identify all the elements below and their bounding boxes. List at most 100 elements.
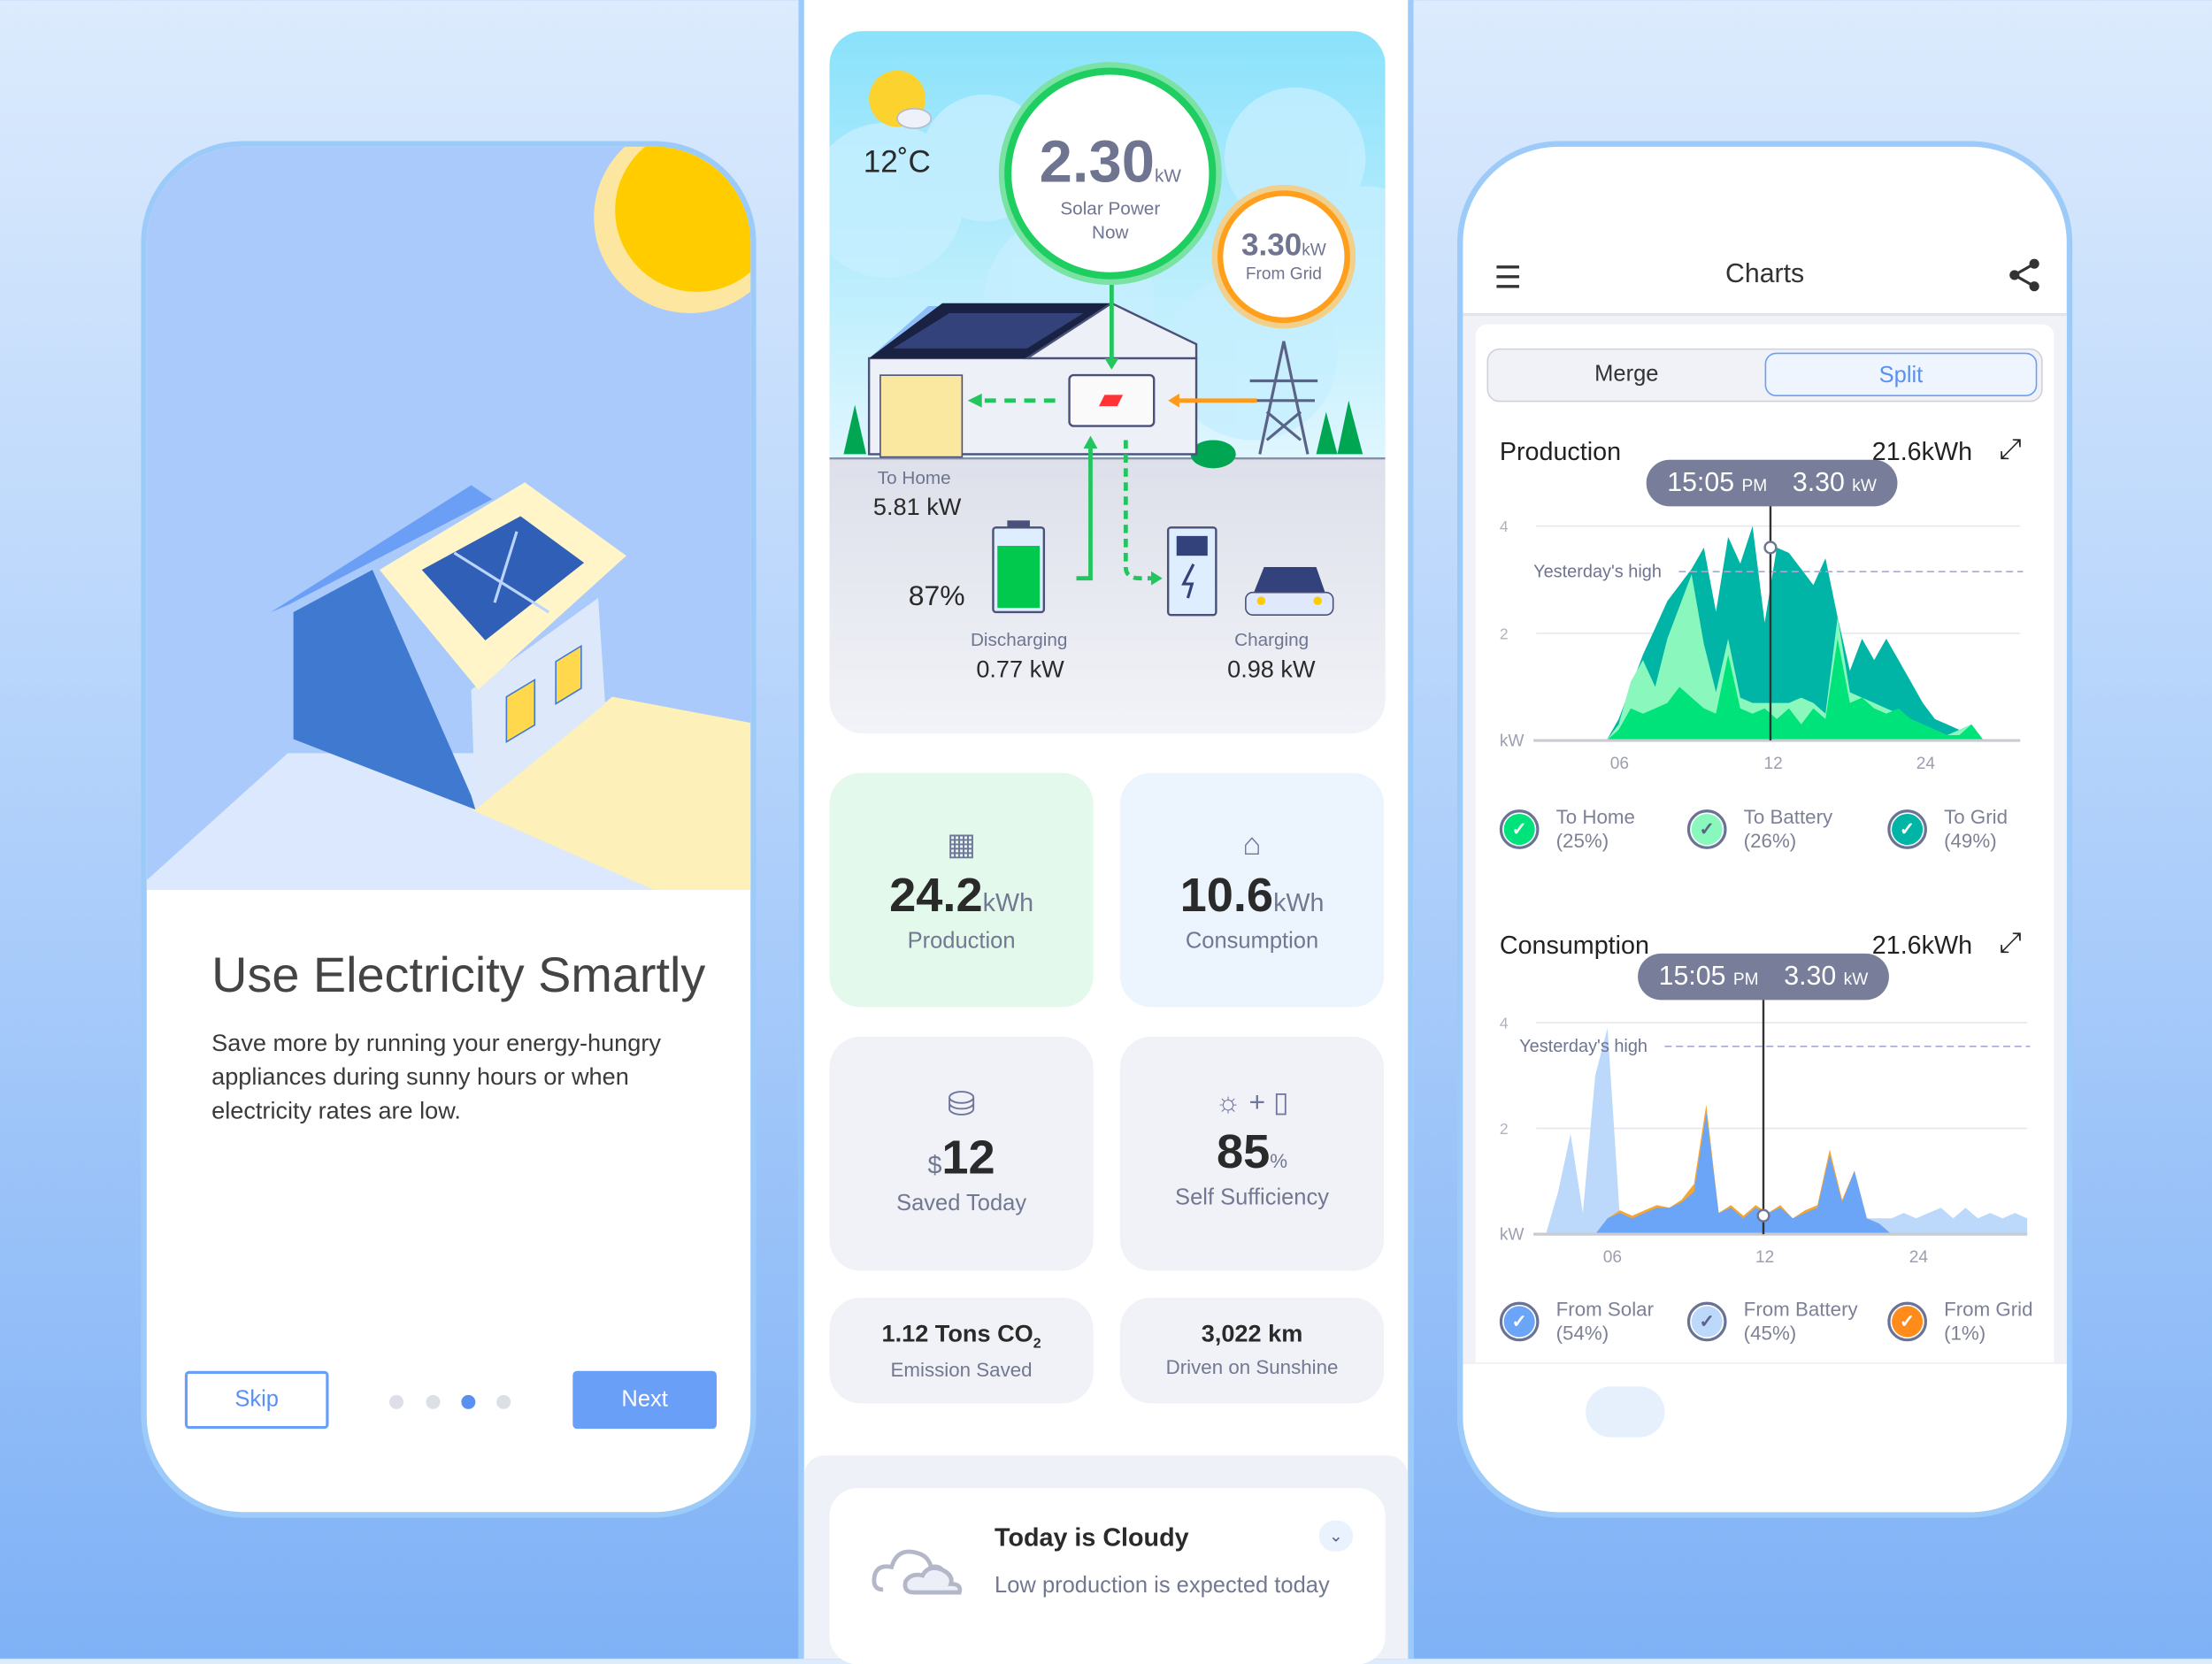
chart-total: 21.6kWh bbox=[1871, 437, 1973, 466]
consumption-unit: kWh bbox=[1273, 888, 1325, 917]
ev-status-label: Charging bbox=[1234, 629, 1310, 651]
split-option[interactable]: Split bbox=[1764, 352, 2038, 397]
grid-power-unit: kW bbox=[1302, 240, 1326, 260]
weather-card[interactable]: Today is Cloudy Low production is expect… bbox=[829, 1488, 1386, 1664]
solar-power-value: 2.30 bbox=[1039, 128, 1155, 196]
legend-checkbox[interactable]: ✓ bbox=[1887, 809, 1927, 849]
solar-power-gauge[interactable]: 2.30kW Solar Power Now bbox=[1004, 67, 1217, 280]
self-sufficiency-stat-card[interactable]: ☼ + ▯ 85% Self Sufficiency bbox=[1119, 1036, 1385, 1271]
merge-option[interactable]: Merge bbox=[1594, 362, 1659, 387]
ev-power-value: 0.98 kW bbox=[1227, 656, 1316, 683]
check-icon: ✓ bbox=[1892, 813, 1924, 846]
battery-status-label: Discharging bbox=[970, 629, 1068, 651]
bottom-nav bbox=[1463, 1362, 2067, 1513]
self-sufficiency-label: Self Sufficiency bbox=[1175, 1185, 1329, 1210]
y-tick-label: 4 bbox=[1500, 1014, 1509, 1031]
battery-percent: 87% bbox=[908, 580, 965, 612]
check-icon: ✓ bbox=[1503, 1306, 1535, 1338]
area-chart[interactable]: 4 2 kW Yesterday's high 06 12 24 bbox=[1463, 472, 2066, 902]
cursor-point bbox=[1756, 1208, 1770, 1223]
house-icon: ⌂ bbox=[1242, 826, 1262, 863]
check-icon: ✓ bbox=[1503, 813, 1535, 846]
tooltip-time: 15:05 PM bbox=[1658, 961, 1759, 992]
weather-section: Today is Cloudy Low production is expect… bbox=[803, 1455, 1409, 1664]
inverter-icon bbox=[1068, 373, 1156, 427]
page-dot[interactable] bbox=[426, 1394, 441, 1409]
page-dot[interactable] bbox=[496, 1394, 511, 1409]
legend-percent: (25%) bbox=[1555, 829, 1609, 853]
legend-percent: (49%) bbox=[1944, 829, 1997, 853]
solar-power-unit: kW bbox=[1154, 165, 1181, 187]
pylon-icon bbox=[1249, 341, 1318, 455]
solar-power-label: Solar Power Now bbox=[1060, 197, 1161, 243]
x-tick-label: 06 bbox=[1603, 1248, 1622, 1267]
chart-tooltip: 15:05 PM 3.30 kW bbox=[1646, 459, 1898, 507]
currency-symbol: $ bbox=[927, 1151, 942, 1179]
co2-card[interactable]: 1.12 Tons CO2 Emission Saved bbox=[829, 1297, 1094, 1404]
chevron-down-icon[interactable]: ⌄ bbox=[1318, 1520, 1354, 1552]
page-indicator[interactable] bbox=[389, 1394, 516, 1409]
hamburger-menu-icon[interactable]: ☰ bbox=[1494, 259, 1522, 295]
next-button[interactable]: Next bbox=[572, 1370, 717, 1430]
legend-checkbox[interactable]: ✓ bbox=[1499, 809, 1540, 849]
legend-checkbox[interactable]: ✓ bbox=[1887, 1301, 1927, 1342]
coins-icon: ⛁ bbox=[947, 1085, 976, 1124]
legend-label: From Grid bbox=[1944, 1297, 2033, 1321]
page-dot-active[interactable] bbox=[461, 1394, 476, 1409]
expand-icon[interactable]: ⤢ bbox=[1999, 434, 2022, 466]
page-dot[interactable] bbox=[389, 1394, 403, 1409]
consumption-stat-card[interactable]: ⌂ 10.6kWh Consumption bbox=[1119, 772, 1385, 1008]
y-tick-label: 2 bbox=[1500, 625, 1509, 642]
share-icon[interactable] bbox=[2008, 258, 2041, 292]
skip-button[interactable]: Skip bbox=[184, 1370, 329, 1430]
area-series-to-battery bbox=[1533, 574, 2021, 741]
grid-power-label: From Grid bbox=[1245, 264, 1322, 284]
expand-icon[interactable]: ⤢ bbox=[1999, 928, 2022, 960]
co2-value: 1.12 Tons CO bbox=[881, 1320, 1033, 1347]
grid-power-value: 3.30 bbox=[1240, 226, 1302, 263]
check-icon: ✓ bbox=[1691, 813, 1723, 846]
legend-percent: (26%) bbox=[1743, 829, 1797, 853]
onboarding-illustration bbox=[146, 146, 751, 891]
battery-power-value: 0.77 kW bbox=[976, 656, 1064, 683]
cursor-point bbox=[1763, 541, 1778, 555]
legend-label: To Grid bbox=[1944, 805, 2008, 828]
weather-body: Low production is expected today bbox=[995, 1574, 1330, 1599]
y-tick-label: 2 bbox=[1500, 1120, 1509, 1138]
production-stat-card[interactable]: ▦ 24.2kWh Production bbox=[829, 772, 1094, 1008]
savings-label: Saved Today bbox=[896, 1192, 1027, 1216]
savings-value: 12 bbox=[941, 1131, 995, 1185]
tooltip-value: 3.30 kW bbox=[1792, 467, 1877, 498]
legend-percent: (54%) bbox=[1555, 1321, 1609, 1345]
consumption-value: 10.6 bbox=[1179, 869, 1274, 923]
sun-plus-battery-icon: ☼ + ▯ bbox=[1215, 1087, 1289, 1119]
co2-label: Emission Saved bbox=[890, 1359, 1033, 1382]
legend-label: From Solar bbox=[1555, 1297, 1655, 1321]
area-chart[interactable]: 4 2 kW Yesterday's high 06 12 24 bbox=[1463, 966, 2066, 1396]
home-value: 5.81 kW bbox=[872, 494, 962, 521]
legend-checkbox[interactable]: ✓ bbox=[1686, 1301, 1727, 1342]
legend-checkbox[interactable]: ✓ bbox=[1686, 809, 1727, 849]
merge-split-toggle: Merge Split bbox=[1486, 348, 2043, 403]
self-sufficiency-unit: % bbox=[1270, 1149, 1288, 1172]
chart-title: Consumption bbox=[1499, 931, 1649, 960]
ev-charger-icon bbox=[1166, 526, 1217, 617]
x-tick-label: 12 bbox=[1755, 1248, 1774, 1267]
header-divider bbox=[1463, 312, 2067, 317]
savings-stat-card[interactable]: ⛁ $12 Saved Today bbox=[829, 1036, 1094, 1271]
grid-power-gauge[interactable]: 3.30kW From Grid bbox=[1217, 190, 1350, 324]
x-tick-label: 06 bbox=[1610, 755, 1629, 773]
battery-icon bbox=[992, 520, 1046, 614]
distance-value: 3,022 km bbox=[1201, 1320, 1303, 1347]
car-icon bbox=[1245, 566, 1334, 616]
temperature: 12˚C bbox=[863, 143, 931, 180]
solar-panel-icon: ▦ bbox=[946, 826, 977, 863]
consumption-label: Consumption bbox=[1185, 929, 1319, 954]
legend-checkbox[interactable]: ✓ bbox=[1499, 1301, 1540, 1342]
area-series-from-solar bbox=[1533, 1112, 2028, 1235]
battery-flow-arrow bbox=[1076, 449, 1093, 581]
legend-label: To Home bbox=[1555, 805, 1635, 828]
reference-line-label: Yesterday's high bbox=[1533, 563, 1662, 582]
distance-card[interactable]: 3,022 km Driven on Sunshine bbox=[1119, 1297, 1385, 1404]
production-unit: kWh bbox=[982, 888, 1034, 917]
